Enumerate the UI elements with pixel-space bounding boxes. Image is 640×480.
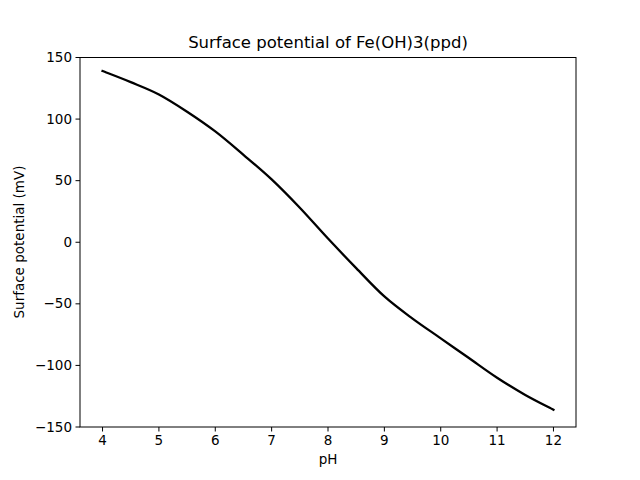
y-tick-label: 50 <box>55 172 72 188</box>
x-tick-label: 10 <box>432 432 449 448</box>
y-axis-label: Surface potential (mV) <box>11 92 27 392</box>
surface-potential-curve <box>103 71 554 410</box>
x-tick-label: 7 <box>267 432 276 448</box>
x-tick-label: 11 <box>488 432 505 448</box>
y-tick-label: 150 <box>46 49 72 65</box>
x-axis-label: pH <box>80 451 576 467</box>
axes-spines <box>80 58 576 428</box>
x-tick-label: 5 <box>155 432 164 448</box>
figure: Surface potential of Fe(OH)3(ppd) Surfac… <box>0 0 640 480</box>
y-tick-label: −50 <box>44 295 73 311</box>
x-tick-label: 4 <box>98 432 107 448</box>
x-tick-label: 9 <box>380 432 389 448</box>
plot-area: 4 5 6 7 8 9 10 11 12 −150 −100 −50 0 50 100 150 <box>0 0 640 480</box>
y-tick-label: −150 <box>35 419 72 435</box>
chart-title: Surface potential of Fe(OH)3(ppd) <box>80 33 576 53</box>
x-tick-label: 12 <box>545 432 562 448</box>
y-tick-label: −100 <box>35 357 72 373</box>
x-tick-label: 8 <box>324 432 333 448</box>
y-tick-label: 100 <box>46 111 72 127</box>
y-tick-label: 0 <box>63 234 72 250</box>
x-tick-label: 6 <box>211 432 220 448</box>
